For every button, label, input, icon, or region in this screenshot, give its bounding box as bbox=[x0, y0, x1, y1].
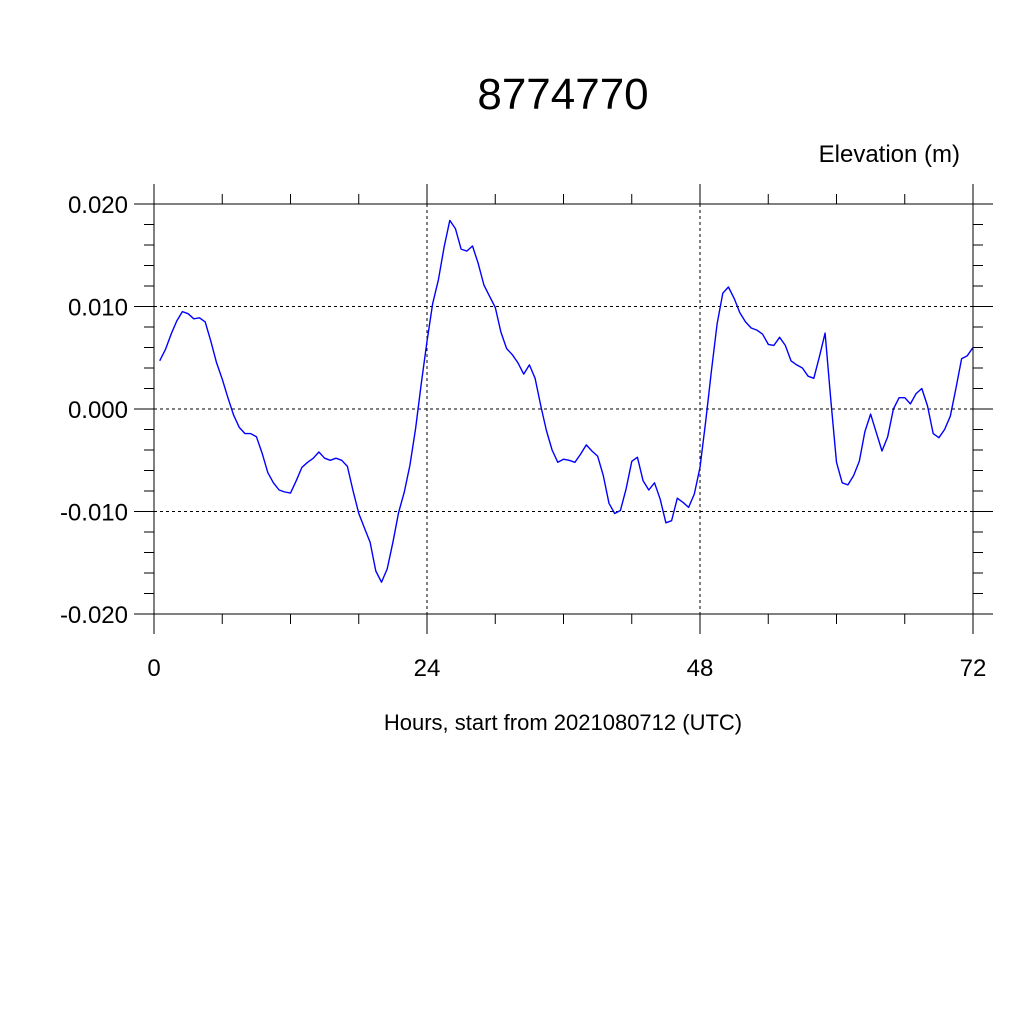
y-tick-label: 0.020 bbox=[68, 192, 128, 219]
y-tick-label: 0.010 bbox=[68, 295, 128, 322]
y-axis-label: Elevation (m) bbox=[819, 141, 960, 168]
y-tick-label: 0.000 bbox=[68, 397, 128, 424]
series-line bbox=[159, 219, 974, 583]
chart-title: 8774770 bbox=[477, 70, 648, 119]
x-tick-label: 72 bbox=[960, 655, 987, 682]
plot-frame bbox=[153, 203, 974, 615]
y-tick-label: -0.010 bbox=[60, 500, 128, 527]
y-tick-label: -0.020 bbox=[60, 602, 128, 629]
x-tick-label: 48 bbox=[687, 655, 714, 682]
x-tick-label: 24 bbox=[414, 655, 441, 682]
x-axis-label: Hours, start from 2021080712 (UTC) bbox=[384, 710, 742, 735]
x-tick-label: 0 bbox=[147, 655, 160, 682]
